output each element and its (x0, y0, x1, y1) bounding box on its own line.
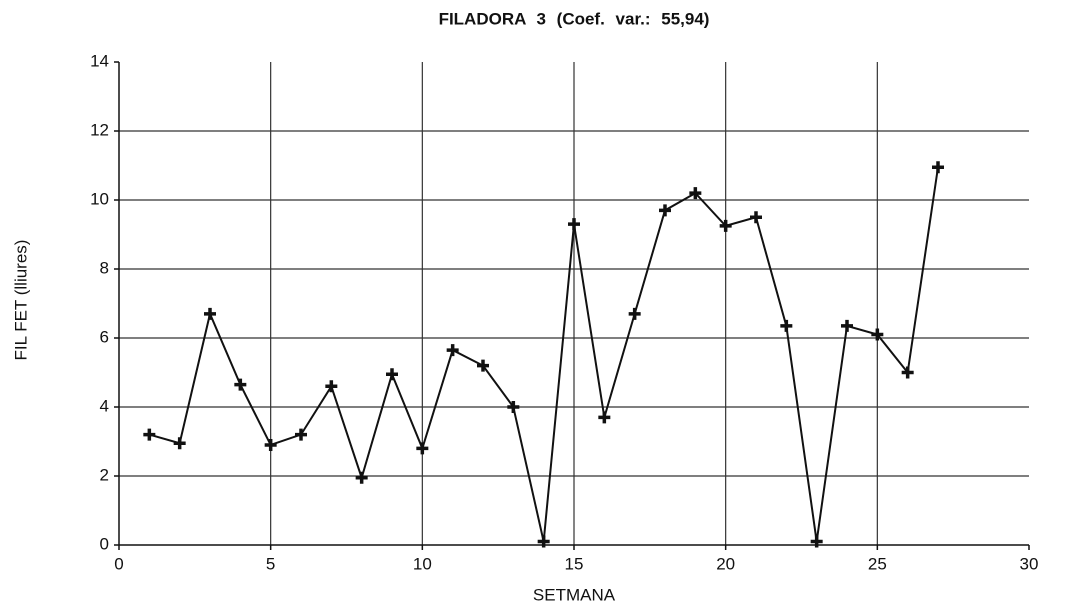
marker (689, 187, 702, 200)
x-tick-label: 10 (413, 554, 432, 573)
y-tick-label: 4 (100, 396, 109, 415)
marker (143, 428, 156, 441)
y-tick-label: 8 (100, 258, 109, 277)
y-tick-label: 14 (90, 51, 109, 70)
y-tick-label: 0 (100, 534, 109, 553)
marker (264, 438, 277, 451)
marker (537, 535, 550, 548)
marker (780, 319, 793, 332)
marker (355, 471, 368, 484)
data-line (149, 167, 939, 542)
x-tick-label: 5 (266, 554, 275, 573)
marker (659, 204, 671, 217)
y-axis-label: FIL FET (lliures) (11, 240, 30, 361)
marker (173, 437, 186, 450)
x-tick-label: 20 (716, 554, 735, 573)
marker (325, 380, 338, 393)
chart-title: FILADORA 3 (Coef. var.: 55,94) (439, 9, 710, 28)
marker (628, 307, 641, 320)
x-tick-label: 30 (1020, 554, 1039, 573)
marker (871, 328, 884, 341)
y-tick-label: 12 (90, 120, 109, 139)
marker (416, 442, 429, 455)
marker (932, 161, 944, 174)
y-tick-label: 10 (90, 189, 109, 208)
marker (204, 307, 216, 320)
x-tick-label: 25 (868, 554, 887, 573)
marker (841, 319, 853, 332)
marker (477, 359, 489, 372)
marker (568, 218, 580, 231)
marker (750, 211, 762, 224)
x-tick-label: 15 (565, 554, 584, 573)
x-axis-label: SETMANA (533, 585, 616, 604)
y-tick-label: 2 (100, 465, 109, 484)
marker (446, 344, 459, 357)
marker (507, 401, 520, 413)
marker (386, 368, 398, 381)
y-tick-label: 6 (100, 327, 109, 346)
marker (810, 535, 823, 548)
marker (901, 366, 914, 379)
marker (295, 428, 307, 441)
marker (234, 378, 247, 391)
marker (719, 219, 732, 232)
x-tick-label: 0 (114, 554, 123, 573)
marker (598, 411, 611, 424)
